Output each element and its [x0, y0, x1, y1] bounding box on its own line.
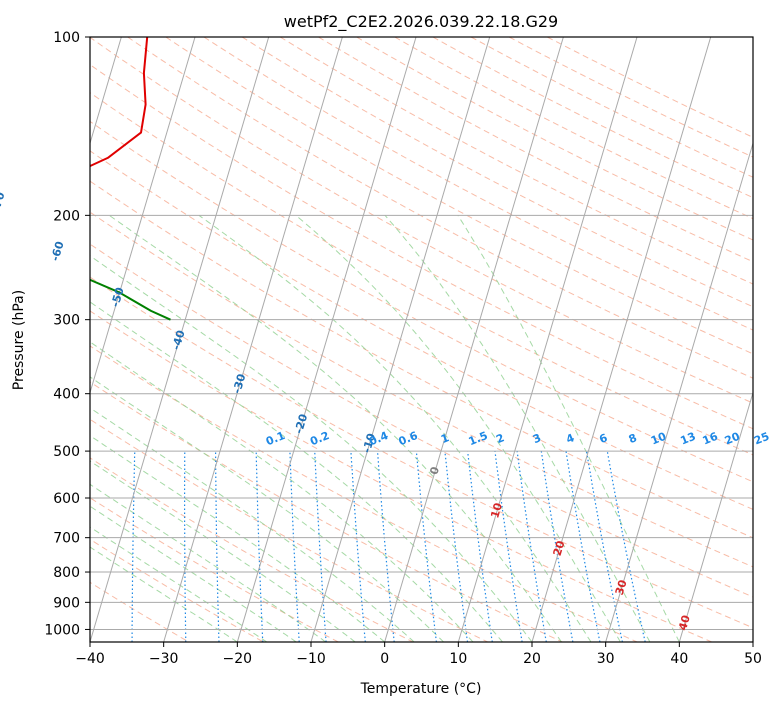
y-tick-label: 800: [53, 565, 80, 581]
mixing-ratio-label: 1: [439, 431, 451, 446]
isotherm-line: [605, 141, 753, 642]
y-tick-label: 600: [53, 491, 80, 507]
y-axis-label: Pressure (hPa): [11, 290, 27, 390]
dry-adiabat: [165, 37, 753, 355]
isotherm-line: [678, 390, 753, 642]
y-tick-label: 1000: [44, 622, 80, 638]
y-tick-label: 300: [53, 313, 80, 329]
moist-adiabat: [295, 214, 621, 642]
dry-adiabat: [90, 64, 753, 430]
y-tick-label: 900: [53, 595, 80, 611]
x-tick-label: −10: [296, 651, 326, 667]
dry-adiabat: [90, 180, 753, 539]
moist-adiabat: [384, 214, 651, 642]
mixing-ratio-line: [444, 451, 469, 642]
isotherm-line: [236, 37, 417, 642]
dry-adiabat: [90, 345, 638, 642]
mixing-ratio-line: [376, 451, 395, 642]
dry-adiabat: [90, 37, 753, 404]
dry-adiabat: [90, 243, 753, 598]
moist-adiabat: [457, 215, 680, 642]
isotherm-label: -20: [292, 412, 310, 435]
isotherm-label: 10: [488, 501, 505, 520]
moist-adiabat: [90, 505, 297, 642]
mixing-ratio-line: [516, 451, 547, 642]
x-tick-label: 10: [449, 651, 467, 667]
dry-adiabat: [90, 310, 712, 642]
mixing-ratio-label: 10: [649, 430, 668, 448]
mixing-ratio-line: [494, 451, 523, 642]
y-tick-label: 700: [53, 531, 80, 547]
moist-adiabat: [90, 255, 533, 642]
dry-adiabat: [90, 120, 753, 483]
moist-adiabat: [90, 460, 356, 642]
plot-frame: [89, 36, 754, 643]
moist-adiabat: [90, 483, 326, 642]
isotherm-label: -10: [360, 431, 378, 454]
isotherm-label: -60: [49, 239, 67, 262]
mixing-ratio-line: [565, 451, 601, 642]
x-tick-label: 0: [380, 651, 389, 667]
isotherm-label: 0: [427, 465, 442, 476]
isotherm-line: [90, 37, 196, 395]
x-tick-label: 20: [523, 651, 541, 667]
isotherm-line: [163, 37, 343, 642]
x-tick-label: −40: [75, 651, 105, 667]
isotherm-line: [90, 37, 122, 145]
mixing-ratio-label: 25: [752, 430, 771, 448]
mixing-ratio-line: [415, 451, 437, 642]
mixing-ratio-line: [350, 451, 366, 642]
y-tick-label: 200: [53, 208, 80, 224]
x-tick-label: 40: [670, 651, 688, 667]
mixing-ratio-label: 2: [494, 431, 506, 446]
dry-adiabat: [470, 37, 753, 178]
y-tick-label: 500: [53, 444, 80, 460]
dry-adiabat: [203, 37, 753, 331]
dry-adiabat: [90, 92, 753, 456]
dry-adiabat: [279, 37, 753, 285]
dry-adiabat: [508, 37, 753, 158]
y-tick-label: 400: [53, 387, 80, 403]
moist-adiabat: [90, 376, 444, 642]
moist-adiabat: [198, 214, 592, 642]
x-tick-label: 50: [744, 651, 762, 667]
isotherm-label: 30: [613, 578, 630, 597]
x-tick-label: −30: [149, 651, 179, 667]
chart-title: wetPf2_C2E2.2026.039.22.18.G29: [284, 12, 558, 32]
x-axis-label: Temperature (°C): [360, 681, 482, 697]
isotherm-line: [384, 37, 564, 642]
dry-adiabat: [318, 37, 753, 263]
moist-adiabat: [108, 214, 562, 642]
x-tick-label: 30: [597, 651, 615, 667]
mixing-ratio-label: 13: [679, 430, 698, 448]
isotherm-label: 20: [551, 539, 568, 558]
dry-adiabat: [90, 497, 339, 642]
isotherm-line: [531, 37, 712, 642]
isotherm-label: 40: [676, 613, 693, 632]
mixing-ratio-label: 16: [701, 430, 720, 448]
moist-adiabat: [90, 301, 503, 642]
x-tick-label: −20: [223, 651, 253, 667]
mixing-ratio-line: [585, 450, 623, 642]
isotherm-label: -70: [0, 190, 8, 213]
mixing-ratio-line: [467, 451, 493, 642]
dry-adiabat: [90, 457, 414, 642]
isotherm-label: -30: [230, 372, 248, 395]
isotherm-line: [90, 37, 270, 642]
isotherm-label: -40: [170, 328, 188, 351]
moist-adiabat: [90, 341, 474, 642]
isotherm-label: -50: [109, 285, 127, 308]
y-tick-label: 100: [53, 30, 80, 46]
mixing-ratio-line: [606, 450, 646, 642]
isotherm-line: [310, 37, 491, 642]
dry-adiabat: [394, 37, 753, 220]
temperature-profile-line: [90, 37, 149, 168]
isotherm-line: [457, 37, 638, 642]
mixing-ratio-label: 20: [723, 430, 742, 448]
mixing-ratio-label: 3: [531, 431, 543, 446]
dry-adiabat: [90, 276, 753, 629]
mixing-ratio-label: 8: [627, 431, 639, 446]
